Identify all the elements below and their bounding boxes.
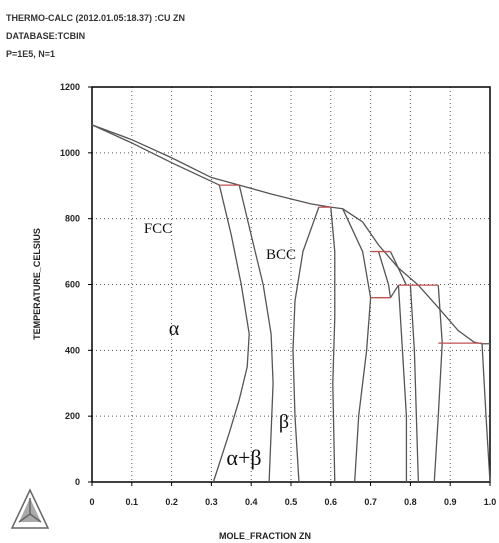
annotation: α: [169, 318, 180, 340]
y-tick-label: 800: [65, 214, 80, 224]
x-tick-label: 0: [89, 497, 94, 507]
phase-boundary: [481, 343, 491, 483]
phase-boundary: [342, 208, 372, 483]
phase-boundary: [91, 124, 220, 186]
annotation: α+β: [226, 445, 261, 470]
plot-area: [92, 87, 490, 482]
header-line: DATABASE:TCBIN: [6, 31, 85, 41]
annotation: β: [279, 411, 289, 433]
phase-boundary: [330, 207, 336, 483]
plot-frame: [91, 86, 491, 483]
y-tick-label: 600: [65, 280, 80, 290]
x-tick-label: 0.6: [325, 497, 338, 507]
y-tick-label: 1200: [60, 82, 80, 92]
y-tick-label: 0: [75, 477, 80, 487]
x-tick-label: 0.7: [364, 497, 377, 507]
phase-boundary: [292, 206, 320, 483]
header-line: THERMO-CALC (2012.01.05:18.37) :CU ZN: [6, 13, 185, 23]
x-tick-label: 0.9: [444, 497, 457, 507]
header-line: P=1E5, N=1: [6, 49, 55, 59]
phase-boundary: [397, 285, 408, 482]
x-tick-label: 0.4: [245, 497, 258, 507]
phase-boundary: [437, 285, 443, 344]
phase-boundary: [389, 251, 408, 286]
y-axis-label: TEMPERATURE_CELSIUS: [32, 228, 42, 340]
x-tick-label: 0.5: [285, 497, 298, 507]
y-tick-label: 200: [65, 411, 80, 421]
x-tick-label: 1.0: [484, 497, 497, 507]
annotation: BCC: [266, 247, 296, 263]
x-tick-label: 0.2: [165, 497, 178, 507]
y-tick-label: 1000: [60, 148, 80, 158]
phase-boundary: [238, 184, 274, 483]
x-tick-label: 0.1: [126, 497, 139, 507]
phase-boundary: [409, 285, 420, 483]
phase-boundary: [389, 284, 400, 299]
x-axis-label: MOLE_FRACTION ZN: [219, 531, 311, 541]
phase-boundary: [91, 124, 490, 345]
y-tick-label: 400: [65, 345, 80, 355]
logo: [10, 488, 50, 529]
phase-boundary: [212, 184, 250, 483]
x-tick-label: 0.8: [404, 497, 417, 507]
x-tick-label: 0.3: [205, 497, 218, 507]
annotation: FCC: [144, 221, 172, 237]
phase-boundary: [377, 251, 392, 298]
phase-boundary: [433, 343, 443, 483]
